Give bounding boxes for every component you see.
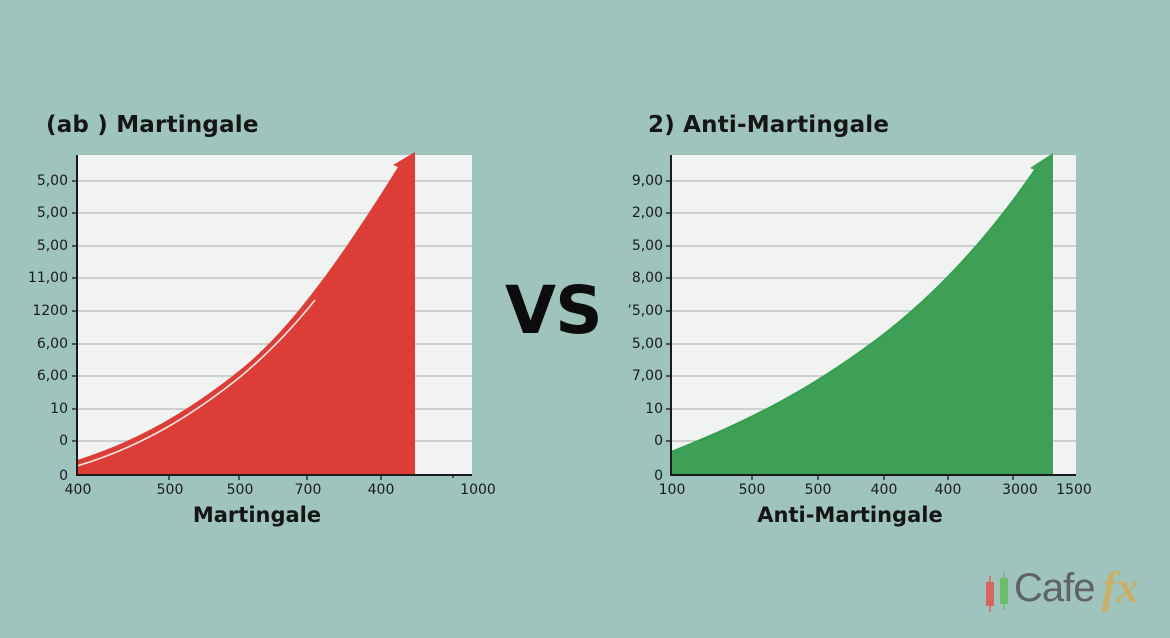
- right-y-tick: 0: [654, 468, 663, 484]
- right-y-tick: 2,00: [631, 205, 663, 221]
- right-x-tick: 3000: [1002, 482, 1038, 498]
- left-chart: [72, 152, 472, 480]
- right-x-tick: 400: [934, 482, 962, 498]
- right-y-tick: ’5,00: [627, 303, 663, 319]
- left-ticks: [72, 180, 454, 480]
- logo-accent: fx: [1102, 563, 1139, 612]
- right-y-tick: 7,00: [631, 368, 663, 384]
- logo-text: Cafe: [1014, 566, 1095, 610]
- right-x-tick: 100: [658, 482, 686, 498]
- left-y-tick: 0: [59, 468, 68, 484]
- left-y-tick: 0: [59, 433, 68, 449]
- left-y-tick: 5,00: [36, 173, 68, 189]
- right-y-tick: 5,00: [631, 238, 663, 254]
- left-y-tick: 5,00: [36, 205, 68, 221]
- vs-label: VS: [505, 272, 603, 349]
- left-x-tick: 500: [156, 482, 184, 498]
- anti-martingale-edge: [670, 169, 1036, 453]
- right-y-tick: 5,00: [631, 336, 663, 352]
- left-y-tick: 6,00: [36, 336, 68, 352]
- left-x-tick: 1000: [460, 482, 496, 498]
- right-x-tick: 500: [804, 482, 832, 498]
- right-y-tick: 9,00: [631, 173, 663, 189]
- martingale-area: [77, 152, 415, 475]
- left-x-tick: 400: [367, 482, 395, 498]
- right-chart: [666, 153, 1076, 480]
- candlestick-icon: [986, 572, 1008, 612]
- right-x-tick: 500: [738, 482, 766, 498]
- left-y-tick: 5,00: [36, 238, 68, 254]
- left-y-tick: 10: [50, 401, 68, 417]
- cafefx-logo: Cafe fx: [982, 563, 1152, 616]
- left-x-tick: 700: [294, 482, 322, 498]
- right-x-axis-title: Anti-Martingale: [757, 503, 943, 527]
- left-chart-title: (ab ) Martingale: [46, 112, 259, 138]
- left-y-tick: 1200: [32, 303, 68, 319]
- left-y-tick: 6,00: [36, 368, 68, 384]
- right-y-tick: 8,00: [631, 270, 663, 286]
- left-x-tick: 400: [64, 482, 92, 498]
- left-x-tick: 500: [226, 482, 254, 498]
- right-y-tick: 10: [645, 401, 663, 417]
- right-x-tick: 1500: [1056, 482, 1092, 498]
- anti-martingale-area: [671, 153, 1053, 475]
- right-y-tick: 0: [654, 433, 663, 449]
- right-chart-title: 2) Anti-Martingale: [648, 112, 890, 138]
- right-x-tick: 400: [870, 482, 898, 498]
- left-x-axis-title: Martingale: [192, 503, 322, 527]
- left-y-tick: 11,00: [27, 270, 68, 286]
- right-ticks: [666, 180, 1014, 480]
- martingale-highlight-line: [76, 299, 316, 467]
